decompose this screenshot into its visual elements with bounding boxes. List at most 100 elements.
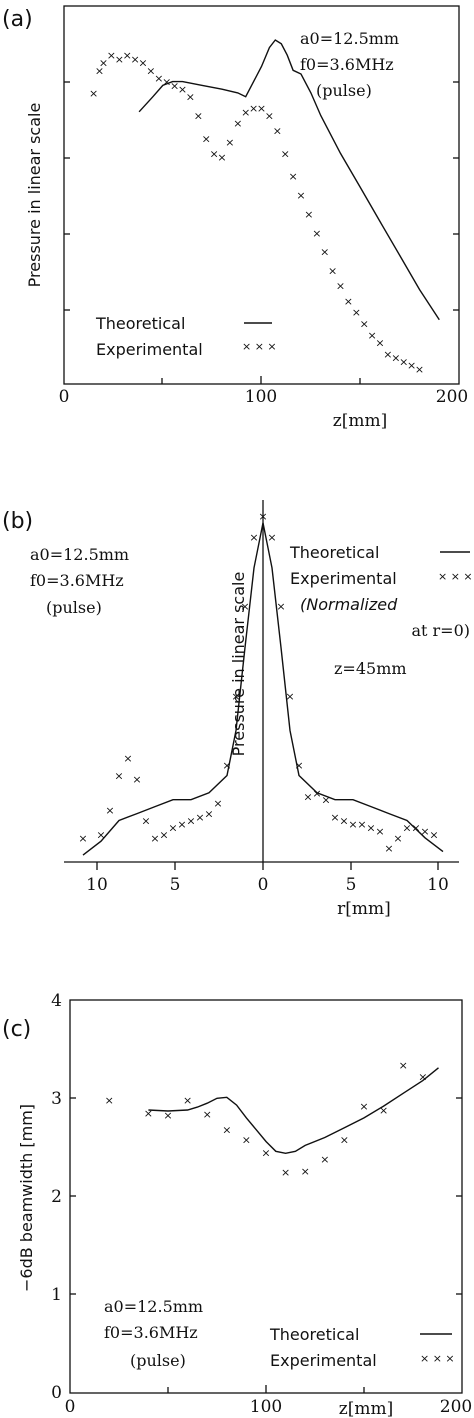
- panel-c-experimental-point: ×: [261, 1146, 270, 1159]
- panel-b-legend-experimental: Experimental: [290, 569, 397, 588]
- panel-b-experimental-point: ×: [366, 821, 375, 834]
- panel-c-experimental-point: ×: [418, 1071, 427, 1084]
- panel-b-experimental-point: ×: [402, 821, 411, 834]
- panel-b-experimental-point: ×: [321, 794, 330, 807]
- panel-a-experimental-point: ×: [217, 151, 226, 164]
- panel-b-experimental-point: ×: [231, 690, 240, 703]
- panel-a-experimental-point: ×: [336, 280, 345, 293]
- panel-a-experimental-point: ×: [296, 189, 305, 202]
- panel-b-param-pulse: (pulse): [46, 598, 102, 617]
- panel-a-experimental-point: ×: [186, 91, 195, 104]
- panel-b-xtick-5: 5: [346, 875, 357, 895]
- panel-b-experimental-point: ×: [384, 842, 393, 855]
- panel-c-experimental-point: ×: [242, 1134, 251, 1147]
- panel-b-annotation: z=45mm: [334, 659, 407, 678]
- panel-a-legend-theoretical: Theoretical: [95, 314, 185, 333]
- panel-b-experimental-point: ×: [285, 690, 294, 703]
- panel-c-theoretical-curve: [148, 1067, 439, 1155]
- panel-b-experimental-point: ×: [204, 808, 213, 821]
- panel-a-param-pulse: (pulse): [316, 81, 372, 100]
- panel-c-ytick-0: 0: [51, 1383, 62, 1403]
- panel-a-xtick-100: 100: [245, 387, 277, 407]
- panel-b-experimental-point: ×: [213, 797, 222, 810]
- panel-a-experimental-point: ×: [209, 147, 218, 160]
- panel-b-experimental-point: ×: [357, 818, 366, 831]
- panel-a-experimental-point: ×: [407, 359, 416, 372]
- panel-b-experimental-point: ×: [150, 832, 159, 845]
- panel-b-experimental-point: ×: [249, 531, 258, 544]
- panel-c-experimental-point: ×: [399, 1059, 408, 1072]
- panel-c-param-a0: a0=12.5mm: [104, 1297, 203, 1316]
- panel-b-label: (b): [2, 509, 33, 534]
- panel-b-ylabel: Pressure in linear scale: [229, 572, 248, 757]
- panel-b-xtick-0: 0: [258, 875, 269, 895]
- panel-c-xtick-0: 0: [65, 1397, 76, 1417]
- panel-a-experimental-point: ×: [95, 64, 104, 77]
- panel-c-experimental-point: ×: [144, 1107, 153, 1120]
- panel-c-xtick-200: 200: [440, 1397, 472, 1417]
- panel-b-param-f0: f0=3.6MHz: [30, 571, 124, 590]
- panel-a-experimental-point: ×: [138, 57, 147, 70]
- panel-a-experimental-point: ×: [249, 102, 258, 115]
- panel-c-experimental-point: ×: [301, 1165, 310, 1178]
- panel-c-experimental-point: ×: [222, 1124, 231, 1137]
- panel-b-legend-marks: × × ×: [438, 570, 473, 583]
- panel-a-experimental-point: ×: [178, 83, 187, 96]
- panel-c-param-f0: f0=3.6MHz: [104, 1323, 198, 1342]
- panel-a-experimental-point: ×: [360, 318, 369, 331]
- panel-a-legend-experimental: Experimental: [96, 340, 203, 359]
- panel-c-ytick-2: 2: [51, 1187, 62, 1207]
- panel-a-xlabel: z[mm]: [333, 411, 387, 431]
- panel-a-experimental-point: ×: [170, 79, 179, 92]
- panel-b-experimental-point: ×: [411, 821, 420, 834]
- panel-c-ylabel: −6dB beamwidth [mm]: [17, 1104, 36, 1292]
- panel-c-ytick-4: 4: [51, 991, 62, 1011]
- panel-c-legend-experimental: Experimental: [270, 1351, 377, 1370]
- panel-b-xticks: 10 5 0 5 10: [86, 862, 449, 895]
- panel-c-plot: × × × × × × × × × × × × × × × ×: [105, 1059, 439, 1179]
- panel-a-experimental-point: ×: [194, 110, 203, 123]
- panel-b-param-a0: a0=12.5mm: [30, 545, 129, 564]
- panel-c-param-pulse: (pulse): [130, 1351, 186, 1370]
- panel-b-experimental-point: ×: [159, 828, 168, 841]
- panel-b-experimental-point: ×: [330, 811, 339, 824]
- panel-c-legend-theoretical: Theoretical: [269, 1325, 359, 1344]
- panel-b-xtick-10: 10: [427, 875, 449, 895]
- panel-b-experimental-point: ×: [276, 600, 285, 613]
- panel-c-experimental-point: ×: [183, 1094, 192, 1107]
- panel-a-experimental-point: ×: [352, 306, 361, 319]
- panel-a-ylabel: Pressure in linear scale: [25, 103, 44, 288]
- panel-c-experimental-point: ×: [163, 1109, 172, 1122]
- panel-c-experimental-point: ×: [340, 1134, 349, 1147]
- panel-b-experimental-point: ×: [294, 759, 303, 772]
- panel-a-experimental-point: ×: [273, 125, 282, 138]
- panel-c-legend-marks: × × ×: [420, 1352, 455, 1365]
- panel-a-experimental-point: ×: [304, 208, 313, 221]
- panel-b-xtick-m5: 5: [170, 875, 181, 895]
- panel-b-experimental-point: ×: [96, 828, 105, 841]
- panel-b-experimental-point: ×: [393, 832, 402, 845]
- panel-a-experimental-point: ×: [123, 49, 132, 62]
- panel-b-experimental-point: ×: [123, 752, 132, 765]
- panel-a-experimental-point: ×: [399, 355, 408, 368]
- panel-a-experimental-point: ×: [383, 348, 392, 361]
- panel-a-yticks: [64, 81, 459, 311]
- panel-c-xtick-100: 100: [250, 1397, 282, 1417]
- panel-a-theoretical-curve: [138, 39, 440, 321]
- panel-a-experimental-point: ×: [288, 170, 297, 183]
- panel-a-experimental-point: ×: [99, 57, 108, 70]
- panel-c-experimental-point: ×: [379, 1104, 388, 1117]
- panel-b-experimental-point: ×: [186, 815, 195, 828]
- panel-a-experimental-point: ×: [257, 102, 266, 115]
- panel-b-experimental-point: ×: [222, 759, 231, 772]
- panel-a-experimental-point: ×: [107, 49, 116, 62]
- panel-b-experimental-point: ×: [429, 828, 438, 841]
- panel-a-experimental-point: ×: [344, 295, 353, 308]
- panel-a-experimental-point: ×: [225, 136, 234, 149]
- panel-a-xticks: 0 100 200: [59, 376, 468, 407]
- panel-b-experimental-point: ×: [420, 825, 429, 838]
- panel-a-experimental-point: ×: [328, 265, 337, 278]
- panel-a-experimental-point: ×: [241, 106, 250, 119]
- panel-b: (b) 10 5 0 5 10 r[mm] Pressure in linear…: [2, 500, 473, 919]
